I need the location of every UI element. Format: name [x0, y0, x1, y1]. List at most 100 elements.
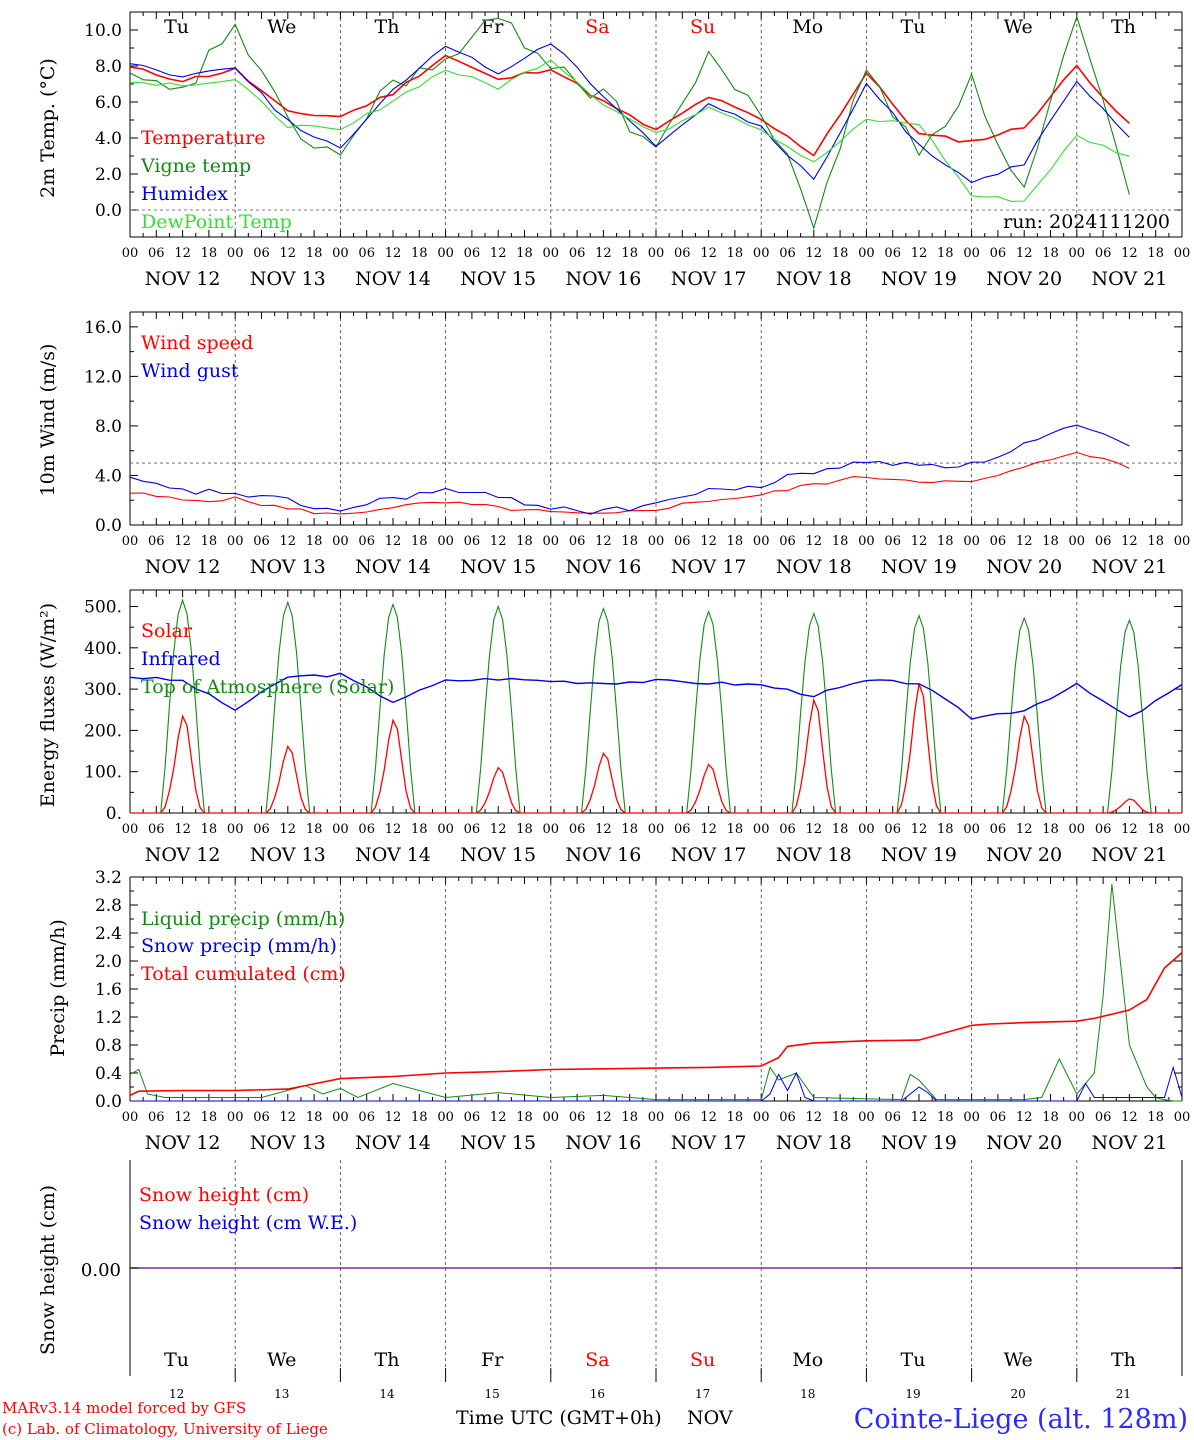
- wind-ylabel: 10m Wind (m/s): [37, 344, 59, 497]
- hour-label: 12: [385, 246, 402, 261]
- hour-label: 12: [1016, 1110, 1033, 1125]
- hour-label: 12: [911, 246, 928, 261]
- hour-label: 18: [201, 1110, 218, 1125]
- hour-label: 12: [595, 246, 612, 261]
- hour-label: 00: [543, 822, 560, 837]
- hour-label: 12: [174, 822, 191, 837]
- date-label: NOV 14: [355, 268, 431, 290]
- precip-series-1: [130, 1065, 1183, 1102]
- hour-label: 06: [464, 534, 481, 549]
- hour-label: 06: [990, 246, 1007, 261]
- y-tick-label: 6.0: [95, 93, 122, 113]
- date-label: NOV 13: [250, 268, 326, 290]
- date-label: NOV 20: [986, 1132, 1062, 1154]
- hour-label: 06: [674, 822, 691, 837]
- temp-panel: 2m Temp. (°C) Temperature Vigne temp Hum…: [37, 58, 1170, 233]
- legend-toa-solar: Top of Atmosphere (Solar): [141, 676, 394, 698]
- legend-snow-height-we: Snow height (cm W.E.): [139, 1212, 357, 1234]
- hour-label: 00: [122, 1110, 139, 1125]
- date-label: NOV 13: [250, 556, 326, 578]
- hour-label: 06: [779, 1110, 796, 1125]
- legend-dewpoint-temp: DewPoint Temp: [141, 211, 292, 233]
- hour-label: 18: [411, 246, 428, 261]
- model-credit: MARv3.14 model forced by GFS: [2, 1399, 246, 1417]
- weekday-label: Mo: [792, 16, 823, 38]
- y-tick-label: 0.0: [95, 516, 122, 536]
- hour-label: 12: [174, 246, 191, 261]
- hour-label: 18: [306, 246, 323, 261]
- hour-label: 06: [148, 246, 165, 261]
- date-label: NOV 21: [1091, 556, 1167, 578]
- hour-label: 00: [648, 534, 665, 549]
- hour-label: 00: [227, 822, 244, 837]
- weekday-label: Sa: [585, 16, 609, 38]
- y-tick-label: 200.: [84, 721, 122, 741]
- hour-label: 18: [727, 822, 744, 837]
- date-label: NOV 14: [355, 844, 431, 866]
- hour-label: 18: [937, 822, 954, 837]
- date-label: NOV 21: [1091, 1132, 1167, 1154]
- weekday-label-bottom: Th: [375, 1349, 400, 1371]
- hour-label: 00: [543, 1110, 560, 1125]
- hour-label: 06: [358, 246, 375, 261]
- hour-label: 18: [1042, 822, 1059, 837]
- hour-label: 12: [806, 246, 823, 261]
- hour-label: 12: [1121, 246, 1138, 261]
- hour-label: 12: [700, 534, 717, 549]
- day-number-label: 20: [1011, 1387, 1026, 1401]
- hour-label: 18: [937, 534, 954, 549]
- y-tick-label: 4.0: [95, 466, 122, 486]
- date-label: NOV 15: [460, 268, 536, 290]
- hour-label: 00: [227, 1110, 244, 1125]
- hour-label: 00: [227, 534, 244, 549]
- hour-label: 18: [201, 246, 218, 261]
- hour-label: 18: [937, 1110, 954, 1125]
- hour-label: 06: [569, 822, 586, 837]
- hour-label: 18: [832, 1110, 849, 1125]
- y-tick-label: 12.0: [84, 367, 122, 387]
- y-tick-label: 2.8: [95, 896, 122, 916]
- hour-label: 06: [253, 822, 270, 837]
- hour-label: 18: [1042, 1110, 1059, 1125]
- legend-total-cumulated: Total cumulated (cm): [141, 963, 346, 985]
- hour-label: 18: [411, 1110, 428, 1125]
- hour-label: 12: [174, 1110, 191, 1125]
- hour-label: 12: [806, 1110, 823, 1125]
- date-label: NOV 12: [145, 844, 221, 866]
- hour-label: 00: [437, 534, 454, 549]
- day-number-label: 14: [379, 1387, 395, 1401]
- hour-label: 06: [464, 822, 481, 837]
- hour-label: 06: [990, 822, 1007, 837]
- hour-label: 00: [543, 246, 560, 261]
- hour-label: 00: [963, 822, 980, 837]
- day-number-label: 21: [1116, 1387, 1131, 1401]
- hour-label: 00: [122, 534, 139, 549]
- precip-panel: Precip (mm/h) Liquid precip (mm/h) Snow …: [47, 908, 346, 1057]
- y-tick-label: 500.: [84, 598, 122, 618]
- hour-label: 00: [753, 822, 770, 837]
- weekday-label-bottom: Mo: [792, 1349, 823, 1371]
- hour-label: 00: [858, 1110, 875, 1125]
- y-tick-label: 2.0: [95, 952, 122, 972]
- legend-wind-speed: Wind speed: [141, 332, 253, 354]
- y-tick-label: 0.0: [95, 201, 122, 221]
- lab-credit: (c) Lab. of Climatology, University of L…: [2, 1420, 328, 1438]
- hour-label: 18: [411, 822, 428, 837]
- hour-label: 00: [648, 1110, 665, 1125]
- date-label: NOV 12: [145, 556, 221, 578]
- y-tick-label: 0.8: [95, 1036, 122, 1056]
- hour-label: 12: [700, 1110, 717, 1125]
- legend-snow-height: Snow height (cm): [139, 1184, 309, 1206]
- hour-label: 12: [280, 246, 297, 261]
- hour-label: 06: [358, 534, 375, 549]
- day-number-label: 17: [695, 1387, 710, 1401]
- date-label: NOV 13: [250, 844, 326, 866]
- hour-label: 06: [253, 1110, 270, 1125]
- month-label: NOV: [687, 1407, 733, 1429]
- weekday-label: Fr: [481, 16, 504, 38]
- hour-label: 18: [411, 534, 428, 549]
- hour-label: 12: [806, 534, 823, 549]
- day-number-label: 12: [169, 1387, 184, 1401]
- legend-infrared: Infrared: [141, 648, 221, 670]
- hour-label: 18: [1042, 534, 1059, 549]
